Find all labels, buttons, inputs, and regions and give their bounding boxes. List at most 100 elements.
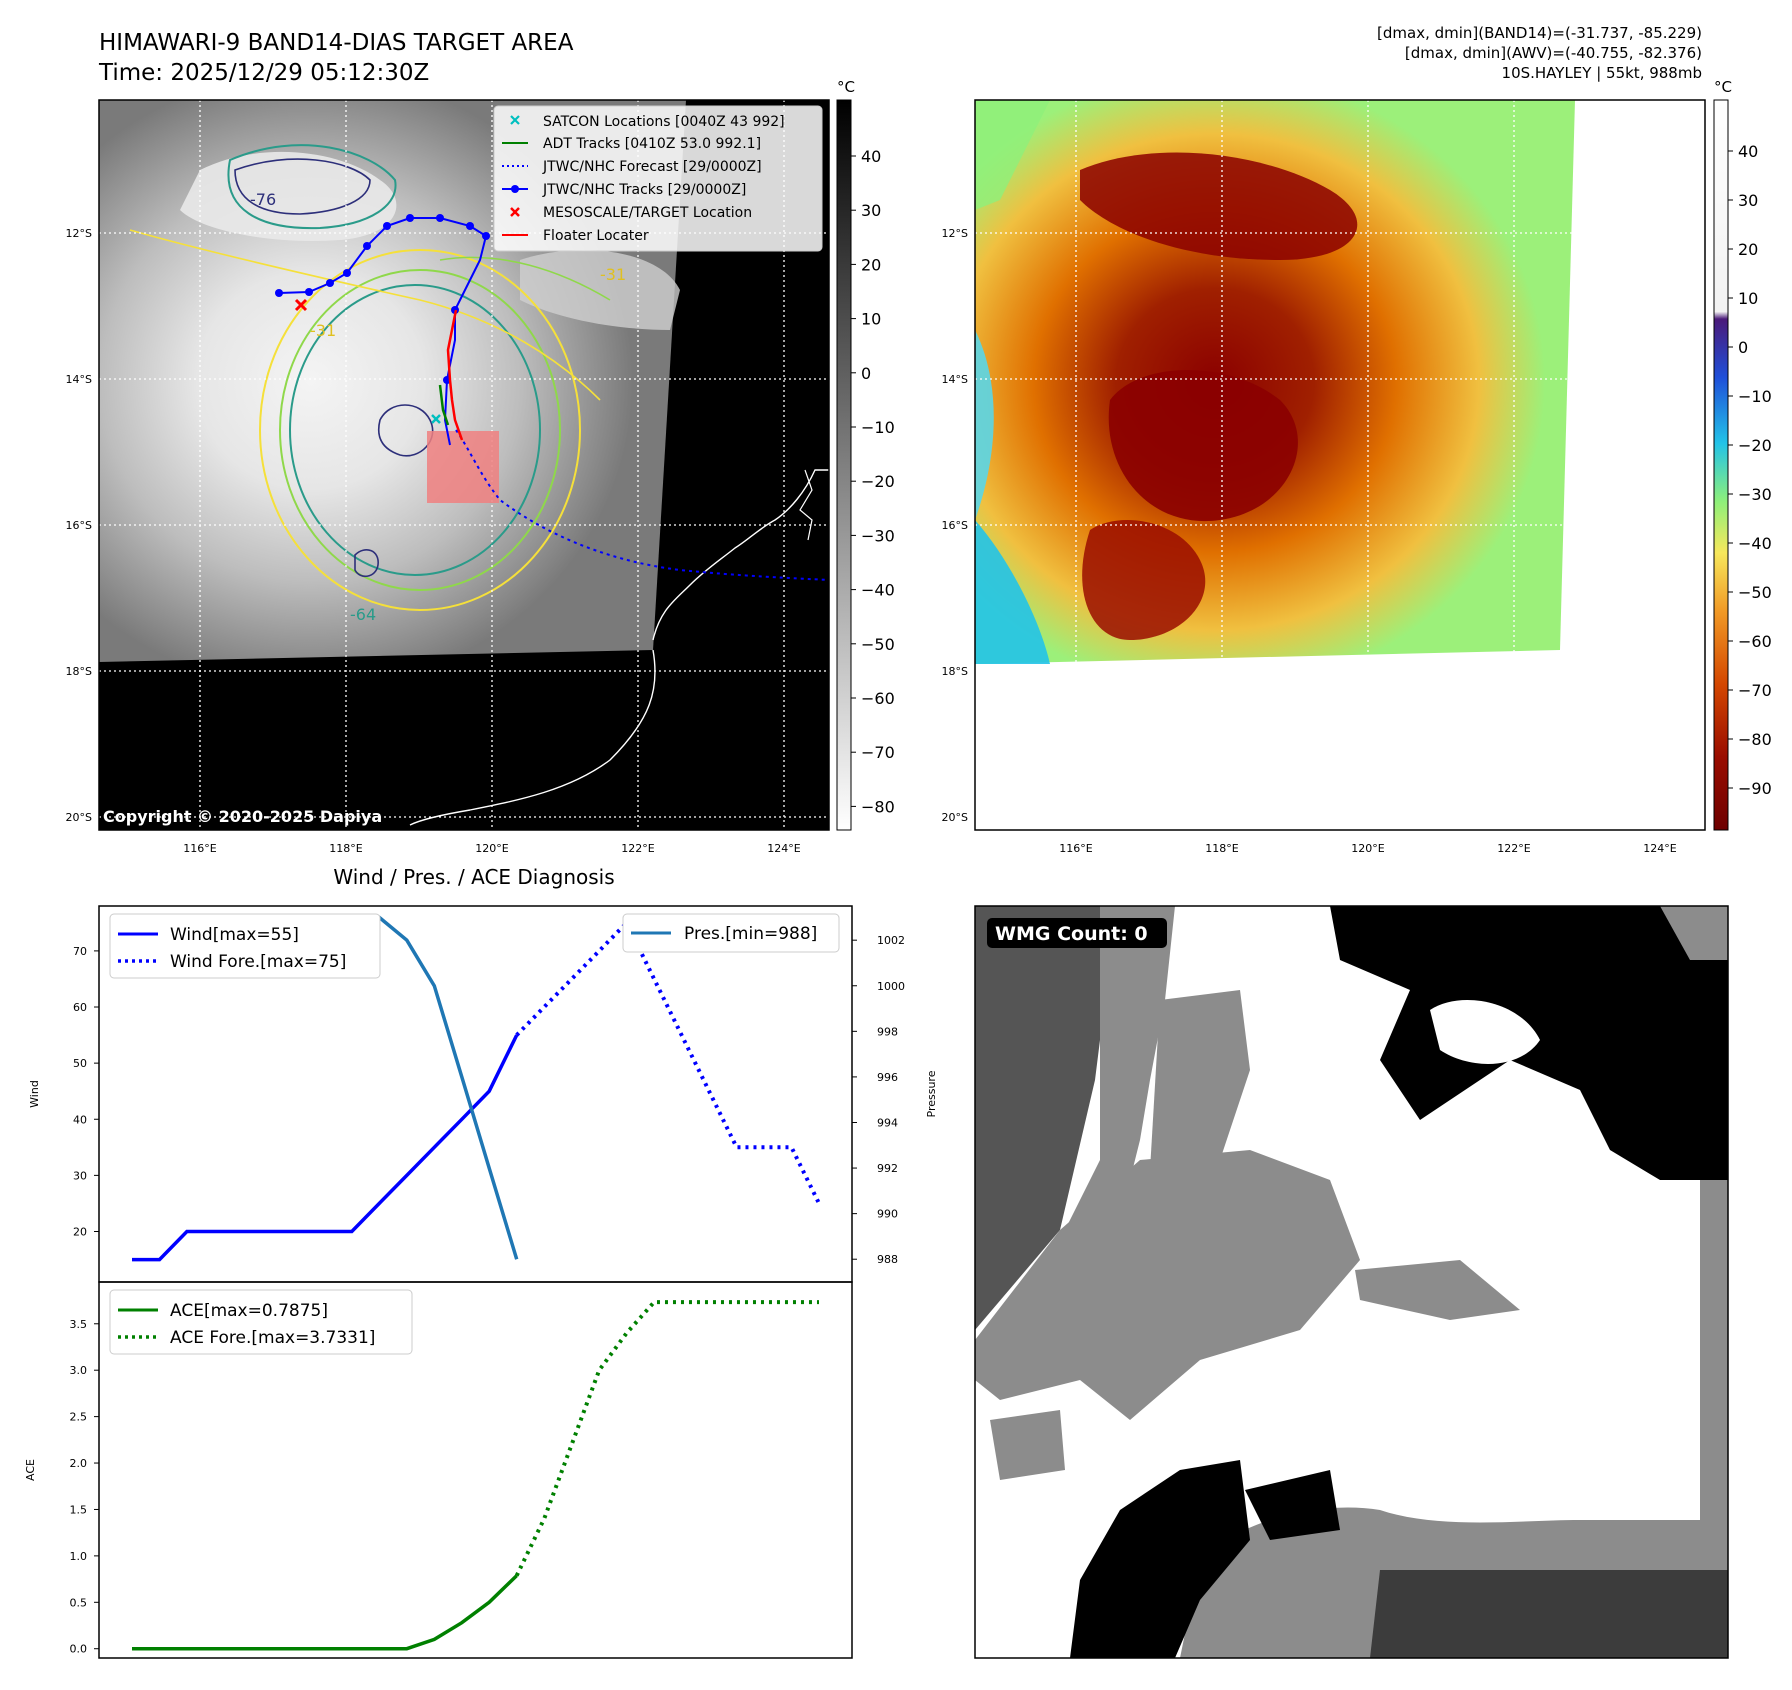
colorbar-tick-label: −70	[861, 743, 895, 762]
pressure-tick-label: 988	[877, 1253, 898, 1266]
colorbar-tick-label: 20	[1738, 240, 1758, 259]
lat-label: 20°S	[66, 811, 92, 824]
lon-label: 118°E	[329, 842, 362, 855]
wind-tick-label: 70	[73, 945, 87, 958]
colorbar-tick-label: 0	[1738, 338, 1748, 357]
colorbar-tick-label: 30	[861, 201, 881, 220]
ace-tick-label: 1.5	[70, 1503, 88, 1516]
lat-label: 16°S	[66, 519, 92, 532]
contour-teal	[289, 284, 541, 576]
colorbar-tick-label: −30	[1738, 485, 1772, 504]
info-storm: 10S.HAYLEY | 55kt, 988mb	[1502, 64, 1702, 82]
colorbar-tick-label: −30	[861, 526, 895, 545]
map-legend: SATCON Locations [0040Z 43 992] ADT Trac…	[493, 105, 823, 252]
colorbar-tick-label: −90	[1738, 779, 1772, 798]
wind-tick-label: 50	[73, 1057, 87, 1070]
time-title: Time: 2025/12/29 05:12:30Z	[98, 60, 429, 86]
wind-tick-label: 40	[73, 1113, 87, 1126]
contour-label: -64	[350, 605, 376, 624]
copyright: Copyright © 2020-2025 Dapiya	[103, 807, 382, 826]
series-wind-fore-line	[515, 919, 821, 1205]
colorbar-tick-label: −70	[1738, 681, 1772, 700]
legend-ace-forecast: ACE Fore.[max=3.7331]	[170, 1328, 375, 1348]
diagnosis-title: Wind / Pres. / ACE Diagnosis	[333, 865, 614, 889]
target-box	[427, 431, 499, 503]
lat-label: 12°S	[66, 227, 92, 240]
pressure-tick-label: 1002	[877, 934, 905, 947]
lat-label: 18°S	[66, 665, 92, 678]
ace-legend: ACE[max=0.7875] ACE Fore.[max=3.7331]	[109, 1289, 413, 1355]
wmg-count: WMG Count: 0	[995, 923, 1148, 945]
colorbar-tick-label: −40	[1738, 534, 1772, 553]
ace-tick-label: 0.5	[70, 1596, 88, 1609]
ace-tick-label: 2.5	[70, 1411, 88, 1424]
colorbar-tick-label: 40	[1738, 142, 1758, 161]
floater-track	[446, 309, 464, 441]
series-ace-fore-line	[514, 1300, 819, 1577]
legend-ace: ACE[max=0.7875]	[170, 1301, 328, 1321]
ace-chart: 0.0 0.5 1.0 1.5 2.0 2.5 3.0 3.5	[70, 1300, 819, 1656]
colorbar-tick-label: −50	[1738, 583, 1772, 602]
lat-label: 14°S	[942, 373, 968, 386]
colorbar-tick-label: −10	[861, 418, 895, 437]
lat-labels-left: 12°S 14°S 16°S 18°S 20°S	[66, 227, 92, 824]
contour-label: -31	[310, 321, 336, 340]
colorbar-tick-label: 40	[861, 147, 881, 166]
pressure-legend: Pres.[min=988]	[622, 913, 840, 953]
adt-track	[438, 384, 450, 426]
colorbar-tick-label: −80	[861, 797, 895, 816]
colorbar-right: °C 40 30 20 10 0 −10 −20 −30 −40 −50 −60 −70 −80 −90	[1713, 78, 1772, 831]
series-aceline	[132, 1574, 518, 1651]
legend-jtwc-tracks: JTWC/NHC Tracks [29/0000Z]	[542, 182, 746, 198]
pressure-tick-label: 996	[877, 1071, 898, 1084]
lon-labels-left: 116°E 118°E 120°E 122°E 124°E	[183, 842, 800, 855]
wmg-panel: WMG Count: 0	[974, 905, 1729, 1659]
lon-labels-right: 116°E 118°E 120°E 122°E 124°E	[1059, 842, 1676, 855]
lon-label: 124°E	[767, 842, 800, 855]
lon-label: 120°E	[1351, 842, 1384, 855]
colorbar-unit: °C	[1714, 78, 1732, 96]
ace-tick-label: 1.0	[70, 1550, 88, 1563]
lon-label: 120°E	[475, 842, 508, 855]
lon-label: 122°E	[621, 842, 654, 855]
colorbar-tick-label: 0	[861, 364, 871, 383]
colorbar-tick-label: 10	[861, 310, 881, 329]
pressure-tick-label: 998	[877, 1025, 898, 1038]
legend-floater: Floater Locater	[543, 228, 649, 244]
colorbar-tick-label: −60	[1738, 632, 1772, 651]
pressure-tick-label: 1000	[877, 980, 905, 993]
colorbar-tick-label: −50	[861, 635, 895, 654]
contour-yellow	[259, 249, 581, 611]
wind-legend: Wind[max=55] Wind Fore.[max=75]	[109, 913, 381, 979]
lon-label: 122°E	[1497, 842, 1530, 855]
legend-wind: Wind[max=55]	[170, 925, 299, 945]
lon-label: 116°E	[1059, 842, 1092, 855]
lat-label: 16°S	[942, 519, 968, 532]
wmg-region-dark	[975, 906, 1110, 1330]
ace-tick-label: 3.5	[70, 1318, 88, 1331]
contour-label: -76	[250, 190, 276, 209]
series-windline	[132, 1034, 519, 1262]
lat-label: 18°S	[942, 665, 968, 678]
colorbar-tick-label: −60	[861, 689, 895, 708]
colorbar-tick-label: 20	[861, 255, 881, 274]
awv-map	[975, 100, 1705, 830]
awv-gridlines	[975, 100, 1705, 830]
contour-label: -31	[600, 265, 626, 284]
colorbar-tick-label: −10	[1738, 387, 1772, 406]
pressure-tick-label: 994	[877, 1116, 898, 1129]
wind-tick-label: 20	[73, 1225, 87, 1238]
info-awv: [dmax, dmin](AWV)=(-40.755, -82.376)	[1405, 44, 1702, 62]
lon-label: 116°E	[183, 842, 216, 855]
lat-labels-right: 12°S 14°S 16°S 18°S 20°S	[942, 227, 968, 824]
ace-tick-label: 0.0	[70, 1643, 88, 1656]
colorbar-left: °C 40 30 20 10 0 −10 −20 −30 −40 −50 −60 −70 −80	[836, 78, 895, 831]
pressure-tick-label: 992	[877, 1162, 898, 1175]
main-title: HIMAWARI-9 BAND14-DIAS TARGET AREA	[99, 30, 574, 56]
legend-adt: ADT Tracks [0410Z 53.0 992.1]	[543, 136, 761, 152]
wind-tick-label: 60	[73, 1001, 87, 1014]
legend-mesoscale: MESOSCALE/TARGET Location	[543, 205, 752, 221]
info-band14: [dmax, dmin](BAND14)=(-31.737, -85.229)	[1377, 24, 1702, 42]
lat-label: 14°S	[66, 373, 92, 386]
